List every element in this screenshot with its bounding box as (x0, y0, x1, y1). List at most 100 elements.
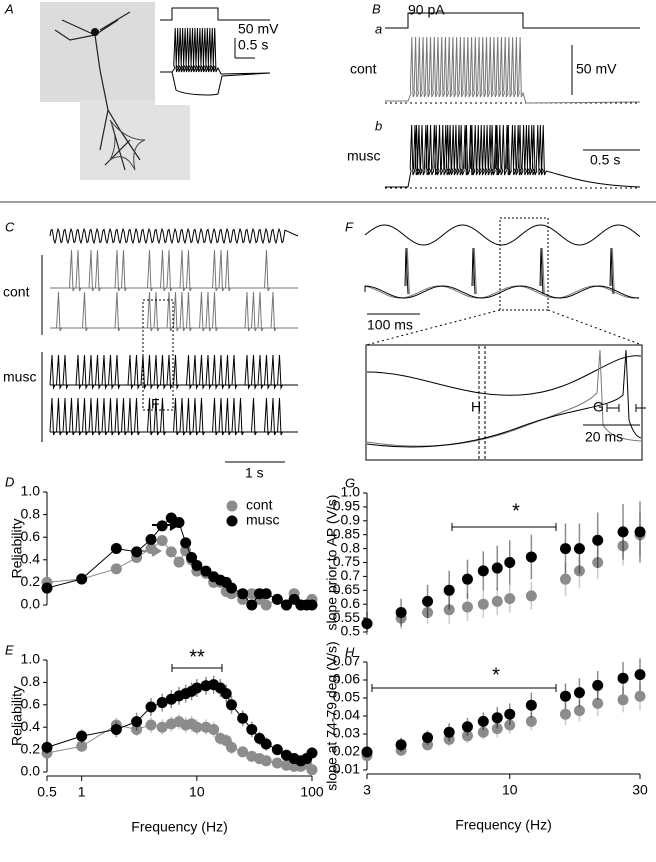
voltage-trace (364, 247, 640, 299)
series-line (46, 539, 313, 606)
y-tick-label: 0.55 (333, 609, 360, 625)
data-point (226, 741, 238, 753)
data-point (504, 708, 516, 720)
y-tick-label: 1.0 (21, 651, 41, 667)
data-point (173, 517, 185, 529)
data-point (461, 730, 473, 742)
data-point (156, 535, 168, 547)
data-point (395, 739, 407, 751)
voltage-trace (50, 249, 298, 292)
data-point (200, 565, 212, 577)
data-point (361, 746, 373, 758)
voltage-trace (49, 354, 298, 390)
data-point (260, 599, 272, 611)
y-tick-label: 0.6 (21, 696, 41, 712)
data-point (634, 669, 646, 681)
data-point (504, 719, 516, 731)
scale-label: 100 ms (367, 317, 413, 333)
y-tick-label: 0.85 (333, 525, 360, 541)
y-tick-label: 0.2 (21, 573, 41, 589)
data-point (617, 672, 629, 684)
data-point (592, 557, 604, 568)
data-point (592, 697, 604, 709)
voltage-trace (364, 247, 639, 299)
y-tick-label: 1.0 (21, 483, 41, 499)
data-point (617, 540, 629, 552)
data-point (491, 562, 503, 574)
voltage-trace (50, 291, 298, 332)
data-point (592, 679, 604, 691)
x-tick-label: 1 (78, 784, 86, 800)
subpanel-label: a (375, 21, 382, 36)
condition-label: cont (3, 284, 30, 300)
data-point (634, 526, 646, 538)
y-tick-label: 0.8 (341, 539, 361, 555)
panel-label: C (5, 219, 15, 234)
data-point (477, 726, 489, 738)
data-point (180, 537, 192, 549)
stimulus-trace (364, 224, 641, 246)
inset-label: F (151, 396, 160, 412)
window-label: G (593, 399, 604, 415)
x-tick-label: 3 (363, 782, 371, 798)
data-point (491, 712, 503, 724)
data-point (559, 690, 571, 702)
panel-label: G (345, 475, 355, 490)
y-tick-label: 0.8 (21, 505, 41, 521)
condition-label: musc (3, 369, 36, 385)
y-axis-label: slope prior to AP (V/s) (324, 495, 340, 631)
data-point (110, 563, 122, 575)
data-point (461, 721, 473, 733)
data-point (271, 757, 283, 769)
y-tick-label: 0.0 (21, 596, 41, 612)
data-point (525, 715, 537, 727)
y-tick-label: 0.9 (341, 512, 361, 528)
subpanel-label: b (375, 118, 382, 133)
voltage-trace (160, 27, 271, 75)
scale-label: 0.5 s (238, 37, 268, 53)
data-point (173, 556, 185, 568)
data-point (617, 694, 629, 706)
data-point (504, 557, 516, 568)
data-point (41, 741, 53, 753)
stimulus-trace (385, 12, 640, 29)
y-tick-label: 0.6 (341, 595, 361, 611)
x-tick-label: 10 (502, 782, 518, 798)
x-axis-label: Frequency (Hz) (131, 819, 227, 835)
data-point (191, 721, 203, 733)
data-point (145, 719, 157, 731)
data-point (504, 593, 516, 605)
data-point (226, 582, 238, 594)
data-point (260, 588, 272, 600)
data-point (306, 747, 318, 759)
stimulus-trace (366, 355, 642, 396)
data-point (477, 565, 489, 577)
data-point (131, 723, 143, 735)
y-tick-label: 0.65 (333, 581, 360, 597)
data-point (260, 738, 272, 750)
data-point (422, 732, 434, 744)
data-point (186, 552, 198, 564)
data-point (156, 520, 168, 532)
data-point (559, 543, 571, 555)
window-marker (606, 404, 646, 412)
stimulus-trace (49, 227, 299, 245)
data-point (145, 701, 157, 713)
data-point (156, 697, 168, 709)
voltage-trace (385, 36, 641, 104)
legend-marker (226, 500, 238, 512)
data-point (422, 607, 434, 619)
y-tick-label: 0.04 (333, 707, 360, 723)
data-point (41, 582, 53, 594)
zoom-connector (365, 309, 501, 346)
y-tick-label: 0.4 (21, 551, 41, 567)
data-point (395, 607, 407, 619)
x-tick-label: 30 (632, 782, 648, 798)
panel-label: B (372, 1, 381, 16)
panel-label: H (345, 644, 355, 659)
legend-label: cont (246, 497, 273, 513)
significance-bracket (171, 664, 223, 672)
data-point (237, 588, 249, 600)
